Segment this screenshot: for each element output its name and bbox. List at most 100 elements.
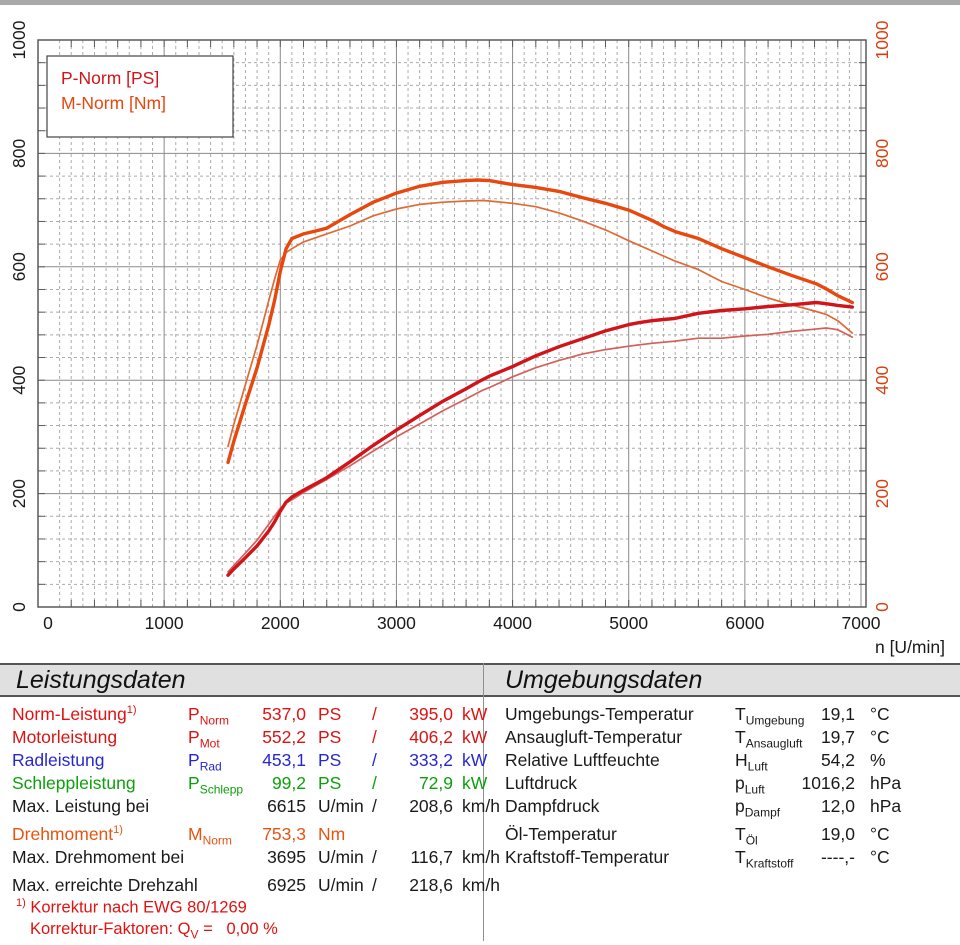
- symbol: TAnsaugluft: [735, 727, 803, 751]
- m-norm-curve: [226, 178, 854, 465]
- value-1: 54,2: [820, 750, 855, 770]
- footnote-line-2: Korrektur-Faktoren: QV = 0,00 %: [30, 919, 278, 941]
- slash: /: [372, 847, 377, 867]
- symbol: PMot: [188, 727, 220, 751]
- slash: /: [372, 773, 377, 793]
- umgebungsdaten-title: Umgebungsdaten: [505, 666, 703, 694]
- symbol: TKraftstoff: [735, 847, 794, 871]
- unit-2: km/h: [462, 796, 500, 816]
- unit-1: PS: [318, 750, 342, 770]
- row-label: Umgebungs-Temperatur: [505, 704, 694, 724]
- unit-1: hPa: [870, 773, 902, 793]
- value-1: 19,0: [820, 824, 855, 844]
- legend-box: [46, 55, 234, 138]
- x-tick-label: 7000: [842, 613, 881, 633]
- symbol: TÖl: [735, 824, 758, 848]
- unit-1: PS: [318, 773, 342, 793]
- footnote-line-1: 1) Korrektur nach EWG 80/1269: [16, 897, 247, 917]
- value-1: 6925: [267, 875, 306, 895]
- slash: /: [372, 875, 377, 895]
- slash: /: [372, 750, 377, 770]
- row-label: Max. Drehmoment bei: [12, 847, 185, 867]
- leistungsdaten-title: Leistungsdaten: [16, 666, 186, 694]
- unit-1: °C: [870, 824, 890, 844]
- unit-1: U/min: [318, 796, 364, 816]
- umgebungsdaten-row: Ansaugluft-Temperatur TAnsaugluft 19,7 °C: [485, 727, 960, 751]
- row-label: Öl-Temperatur: [505, 824, 617, 844]
- y-right-tick-label: 400: [872, 365, 892, 394]
- unit-2: km/h: [462, 875, 500, 895]
- unit-1: U/min: [318, 875, 364, 895]
- unit-1: °C: [870, 704, 890, 724]
- value-2: 208,6: [409, 796, 453, 816]
- section-divider: [483, 663, 484, 941]
- symbol: PNorm: [188, 704, 230, 728]
- row-label: Motorleistung: [12, 727, 118, 747]
- symbol: HLuft: [735, 750, 768, 774]
- value-2: 333,2: [409, 750, 453, 770]
- value-1: 6615: [267, 796, 306, 816]
- y-right-tick-label: 1000: [872, 20, 892, 59]
- row-label: Ansaugluft-Temperatur: [505, 727, 683, 747]
- row-label: Luftdruck: [505, 773, 577, 793]
- x-tick-label: 3000: [377, 613, 416, 633]
- row-label: Radleistung: [12, 750, 105, 770]
- top-border: [0, 0, 960, 5]
- m-run2-curve: [227, 199, 854, 448]
- leistungsdaten-row: Max. Leistung bei 6615 U/min / 208,6 km/h: [0, 796, 500, 819]
- leistungsdaten-row: Motorleistung PMot 552,2 PS / 406,2 kW: [0, 727, 487, 751]
- unit-1: °C: [870, 727, 890, 747]
- x-tick-label: 2000: [261, 613, 300, 633]
- value-1: 552,2: [262, 727, 306, 747]
- x-tick-label: 5000: [609, 613, 648, 633]
- unit-1: %: [870, 750, 886, 770]
- value-1: 12,0: [820, 796, 855, 816]
- unit-2: kW: [462, 704, 488, 724]
- y-right-tick-label: 600: [872, 252, 892, 281]
- legend: P-Norm [PS] M-Norm [Nm]: [46, 55, 234, 138]
- leistungsdaten-row: Norm-Leistung1) PNorm 537,0 PS / 395,0 kW: [0, 704, 487, 728]
- value-2: 218,6: [409, 875, 453, 895]
- unit-1: °C: [870, 847, 890, 867]
- unit-2: kW: [462, 773, 488, 793]
- unit-2: kW: [462, 750, 488, 770]
- slash: /: [372, 704, 377, 724]
- x-tick-label: 4000: [493, 613, 532, 633]
- leistungsdaten-table: Norm-Leistung1) PNorm 537,0 PS/395,0 kW Motor…: [0, 704, 500, 898]
- value-1: 1016,2: [801, 773, 855, 793]
- symbol: MNorm: [188, 824, 232, 848]
- unit-2: kW: [462, 727, 488, 747]
- leistungsdaten-row: Schleppleistung PSchlepp 99,2 PS / 72,9 kW: [0, 773, 487, 797]
- value-1: 99,2: [271, 773, 306, 793]
- correction-footnote: 1) Korrektur nach EWG 80/1269 Korrektur-F…: [16, 893, 278, 945]
- x-tick-label: 1000: [145, 613, 184, 633]
- symbol: pLuft: [735, 773, 765, 797]
- p-norm-curve: [226, 300, 854, 577]
- umgebungsdaten-row: Relative Luftfeuchte HLuft 54,2%: [485, 750, 960, 774]
- symbol: TUmgebung: [735, 704, 805, 728]
- umgebungsdaten-row: Kraftstoff-Temperatur TKraftstoff ----,- °C: [485, 847, 960, 871]
- x-axis-title: n [U/min]: [875, 637, 945, 657]
- unit-2: km/h: [462, 847, 500, 867]
- x-tick-label: 0: [43, 613, 53, 633]
- unit-1: PS: [318, 727, 342, 747]
- unit-1: hPa: [870, 796, 902, 816]
- row-label: Max. erreichte Drehzahl: [12, 875, 198, 895]
- value-1: 19,7: [820, 727, 855, 747]
- leistungsdaten-row: Radleistung PRad 453,1 PS / 333,2 kW: [0, 750, 487, 774]
- unit-1: Nm: [318, 824, 346, 844]
- umgebungsdaten-row: Luftdruck pLuft 1016,2 hPa: [485, 773, 960, 797]
- leistungsdaten-row: Max. erreichte Drehzahl 6925 U/min / 218,6 km…: [0, 875, 500, 898]
- row-label: Dampfdruck: [505, 796, 600, 816]
- symbol: PSchlepp: [188, 773, 244, 797]
- y-left-tick-label: 600: [9, 252, 29, 281]
- value-2: 72,9: [418, 773, 453, 793]
- y-right-tick-label: 200: [872, 479, 892, 508]
- umgebungsdaten-row: Öl-Temperatur TÖl 19,0 °C: [485, 824, 960, 848]
- y-right-tick-label: 800: [872, 139, 892, 168]
- leistungsdaten-row: Drehmoment1) MNorm 753,3 Nm: [0, 824, 478, 848]
- section-header-band: [0, 663, 960, 697]
- y-right-tick-label: 0: [872, 602, 892, 612]
